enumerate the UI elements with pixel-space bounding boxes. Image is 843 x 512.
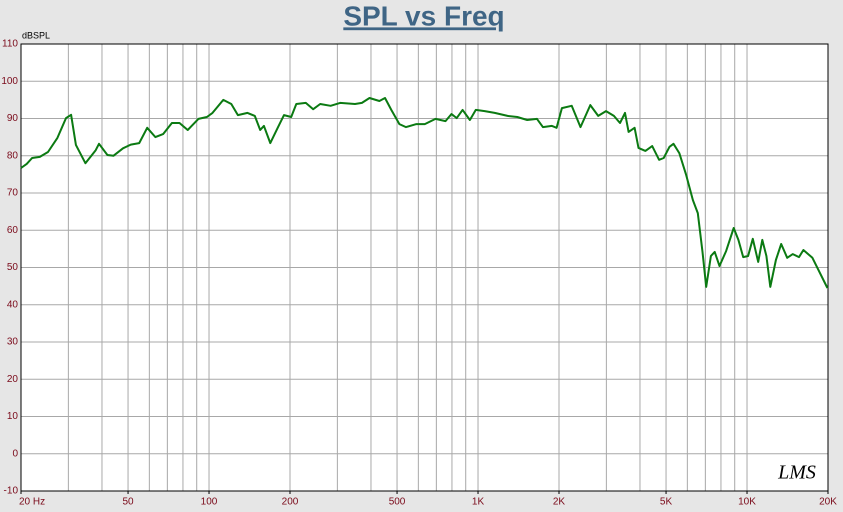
logo: LMS [777,462,816,484]
y-tick-label: -10 [4,486,19,497]
y-tick-label: 80 [7,150,19,161]
chart-title: SPL vs Freq [343,0,504,31]
series-line [20,97,829,289]
y-tick-label: 40 [7,299,19,310]
y-tick-label: 30 [7,337,19,348]
x-tick-label: 2K [553,497,566,508]
x-tick-label: 5K [660,497,673,508]
x-tick-label: 20K [819,497,837,508]
x-tick-label: 1K [472,497,485,508]
y-tick-label: 50 [7,262,19,273]
x-tick-label: 100 [201,497,218,508]
y-tick-label: 100 [1,76,18,87]
y-tick-label: 0 [12,448,18,459]
y-tick-label: 60 [7,225,19,236]
x-tick-label: 500 [389,497,406,508]
y-tick-label: 70 [7,188,19,199]
x-tick-label: 50 [122,497,134,508]
y-axis-label: dBSPL [22,30,50,40]
y-tick-label: 20 [7,374,19,385]
x-tick-label: 20 Hz [19,497,45,508]
y-tick-label: 90 [7,113,19,124]
y-tick-label: 110 [2,39,18,50]
x-tick-label: 10K [738,497,756,508]
y-tick-label: 10 [7,411,19,422]
plot-border [20,43,829,492]
x-tick-label: 200 [282,497,299,508]
